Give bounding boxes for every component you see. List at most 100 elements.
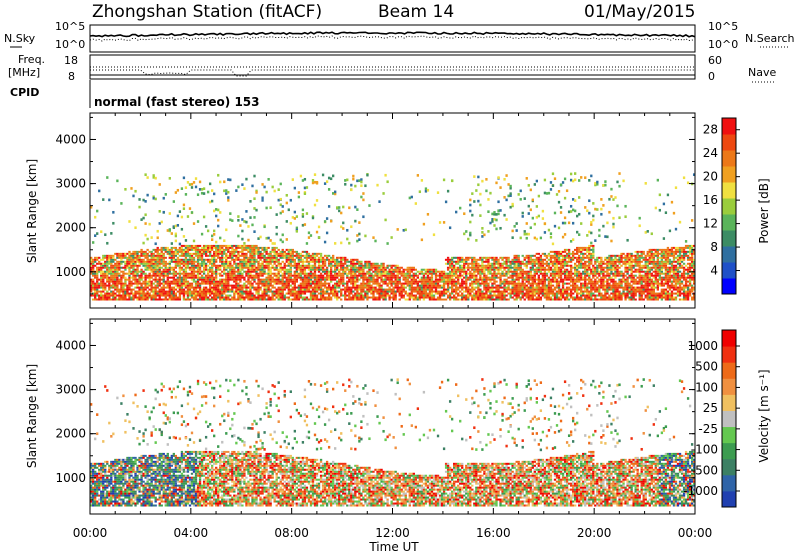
heatmap-cell	[334, 277, 336, 279]
heatmap-cell	[431, 295, 433, 297]
heatmap-cell	[128, 275, 130, 277]
heatmap-cell	[148, 267, 150, 269]
heatmap-cell	[393, 287, 395, 289]
heatmap-cell	[177, 263, 179, 265]
heatmap-cell	[187, 283, 189, 285]
heatmap-cell	[332, 257, 334, 259]
heatmap-cell	[267, 267, 269, 269]
heatmap-cell	[372, 295, 374, 297]
heatmap-cell	[261, 275, 263, 277]
heatmap-cell	[116, 299, 118, 301]
heatmap-cell	[530, 273, 532, 275]
heatmap-cell	[461, 289, 463, 291]
heatmap-cell	[538, 297, 540, 299]
heatmap-cell	[247, 257, 249, 259]
heatmap-cell	[187, 293, 189, 295]
heatmap-cell	[171, 253, 173, 255]
heatmap-cell	[98, 257, 100, 259]
heatmap-cell	[173, 277, 175, 279]
heatmap-cell	[203, 247, 205, 249]
heatmap-cell	[516, 287, 518, 289]
heatmap-cell	[372, 289, 374, 291]
heatmap-cell	[100, 293, 102, 295]
heatmap-cell	[308, 275, 310, 277]
heatmap-cell	[177, 215, 179, 218]
heatmap-cell	[540, 265, 542, 267]
heatmap-cell	[259, 251, 261, 253]
heatmap-cell	[522, 289, 524, 291]
heatmap-cell	[282, 293, 284, 295]
heatmap-cell	[173, 267, 175, 269]
heatmap-cell	[374, 265, 376, 267]
heatmap-cell	[378, 299, 380, 301]
heatmap-cell	[288, 263, 290, 265]
heatmap-cell	[497, 297, 499, 299]
heatmap-cell	[326, 273, 328, 275]
heatmap-cell	[463, 267, 465, 269]
heatmap-cell	[328, 277, 330, 279]
heatmap-cell	[257, 267, 259, 269]
heatmap-cell	[177, 253, 179, 255]
heatmap-cell	[540, 297, 542, 299]
heatmap-cell	[465, 291, 467, 293]
heatmap-cell	[217, 251, 219, 253]
heatmap-cell	[411, 285, 413, 287]
heatmap-cell	[290, 281, 292, 283]
heatmap-cell	[546, 192, 548, 195]
heatmap-cell	[274, 275, 276, 277]
heatmap-cell	[403, 229, 405, 232]
heatmap-cell	[132, 293, 134, 295]
heatmap-cell	[197, 251, 199, 253]
heatmap-cell	[415, 297, 417, 299]
heatmap-cell	[528, 257, 530, 259]
heatmap-cell	[423, 295, 425, 297]
heatmap-cell	[122, 277, 124, 279]
heatmap-cell	[106, 269, 108, 271]
heatmap-cell	[116, 289, 118, 291]
heatmap-cell	[298, 269, 300, 271]
heatmap-cell	[330, 291, 332, 293]
heatmap-cell	[403, 283, 405, 285]
heatmap-cell	[263, 247, 265, 249]
heatmap-cell	[354, 281, 356, 283]
heatmap-cell	[328, 283, 330, 285]
heatmap-cell	[556, 253, 558, 255]
heatmap-cell	[173, 279, 175, 281]
nsearch-tick-high: 10^5	[708, 20, 738, 33]
heatmap-cell	[485, 269, 487, 271]
heatmap-cell	[542, 287, 544, 289]
heatmap-cell	[401, 273, 403, 275]
heatmap-cell	[433, 297, 435, 299]
heatmap-cell	[225, 261, 227, 263]
heatmap-cell	[108, 283, 110, 285]
heatmap-cell	[360, 269, 362, 271]
heatmap-cell	[100, 269, 102, 271]
heatmap-cell	[144, 222, 146, 225]
heatmap-cell	[223, 253, 225, 255]
heatmap-cell	[473, 279, 475, 281]
heatmap-cell	[306, 255, 308, 257]
heatmap-cell	[153, 267, 155, 269]
heatmap-cell	[354, 299, 356, 301]
heatmap-cell	[100, 273, 102, 275]
heatmap-cell	[481, 291, 483, 293]
heatmap-cell	[356, 291, 358, 293]
heatmap-cell	[167, 295, 169, 297]
heatmap-cell	[322, 285, 324, 287]
heatmap-cell	[475, 291, 477, 293]
heatmap-cell	[225, 255, 227, 257]
heatmap-cell	[278, 265, 280, 267]
heatmap-cell	[205, 251, 207, 253]
heatmap-cell	[320, 275, 322, 277]
heatmap-cell	[556, 251, 558, 253]
heatmap-cell	[102, 281, 104, 283]
heatmap-cell	[413, 283, 415, 285]
heatmap-cell	[338, 273, 340, 275]
heatmap-cell	[447, 190, 449, 193]
heatmap-cell	[247, 225, 249, 228]
heatmap-cell	[259, 273, 261, 275]
heatmap-cell	[352, 285, 354, 287]
heatmap-cell	[274, 279, 276, 281]
heatmap-cell	[263, 257, 265, 259]
heatmap-cell	[364, 279, 366, 281]
